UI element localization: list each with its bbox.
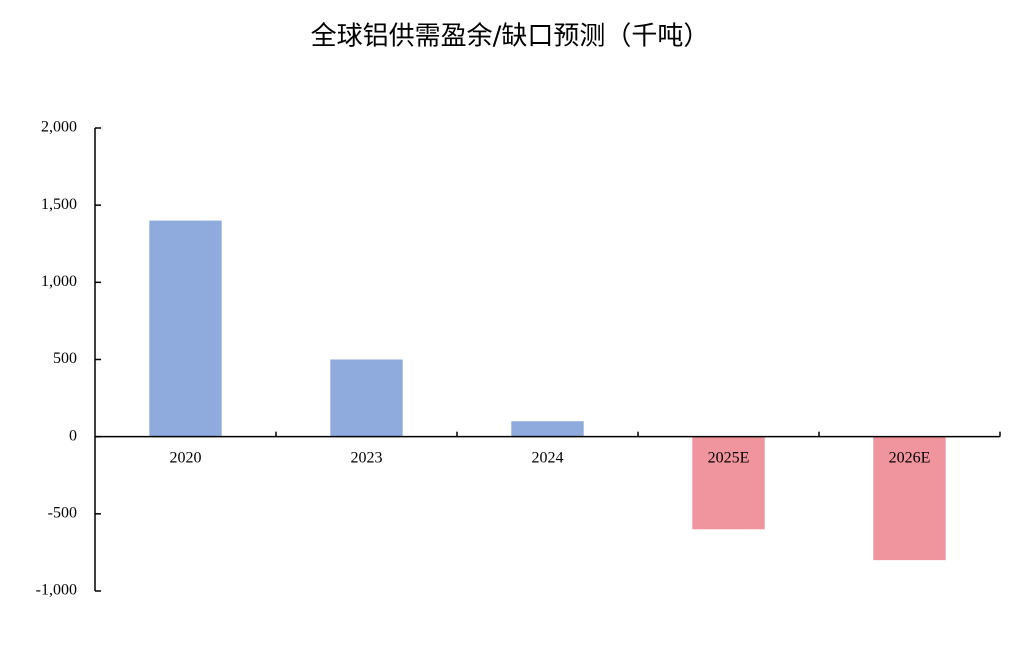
bar [149, 220, 222, 437]
y-tick-label: 0 [69, 427, 77, 444]
y-tick-label: -1,000 [36, 582, 77, 599]
chart-title: 全球铝供需盈余/缺口预测（千吨） [311, 22, 710, 52]
bar [873, 436, 946, 561]
x-tick-label: 2024 [532, 449, 564, 466]
x-tick-label: 2023 [351, 449, 383, 466]
y-tick-label: 500 [53, 350, 77, 367]
x-tick-label: 2025E [708, 449, 750, 466]
y-tick-label: 1,000 [41, 273, 77, 290]
x-tick-label: 2026E [889, 449, 931, 466]
y-tick-label: 1,500 [41, 196, 77, 213]
bar [692, 436, 765, 530]
y-tick-label: -500 [48, 505, 77, 522]
y-tick-label: 2,000 [41, 119, 77, 136]
bar [330, 359, 403, 437]
x-tick-label: 2020 [170, 449, 202, 466]
bar [511, 421, 584, 437]
